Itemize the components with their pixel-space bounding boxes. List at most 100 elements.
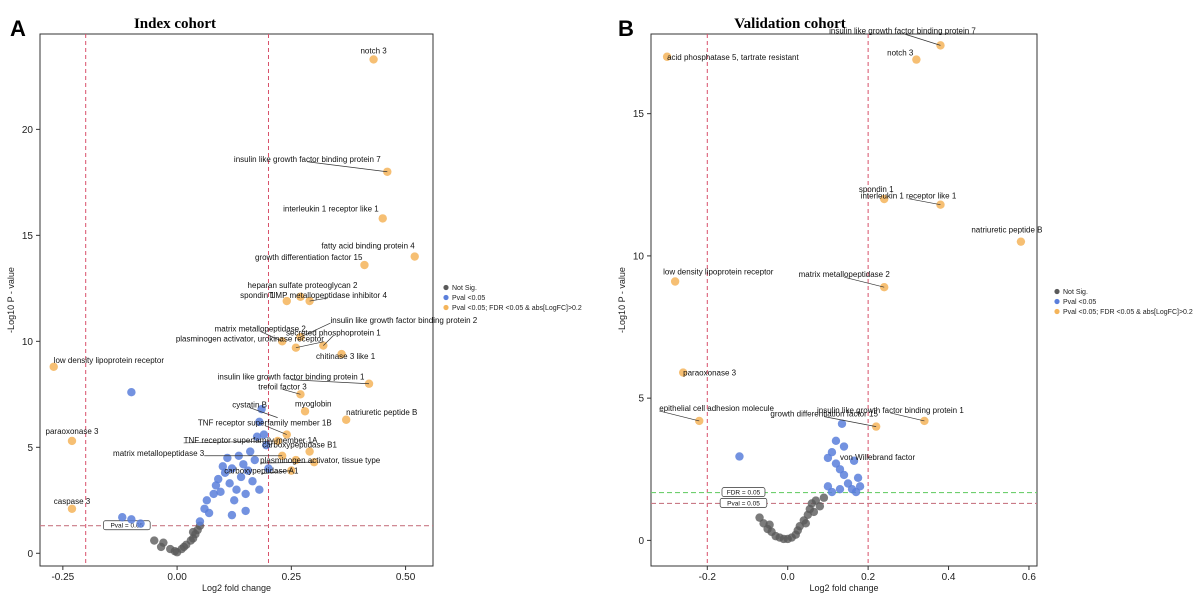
panel-b-point-pval-0-05-fdr-0-05-abs-logfc-0-2 <box>880 194 889 204</box>
panel-b-point-pval-0-05 <box>835 484 845 494</box>
panel-a-y-tick-label: 0 <box>27 549 33 560</box>
panel-b-title: Validation cohort <box>734 16 846 32</box>
panel-a-point-not-sig <box>188 527 198 537</box>
panel-a-annotation-insulin-like-growth-factor-binding-protein-2: insulin like growth factor binding prote… <box>330 316 477 325</box>
panel-a-point-pval-0-05-fdr-0-05-abs-logfc-0-2 <box>360 260 369 270</box>
panel-a-annotation-carboxypeptidase-a1: carboxypeptidase A1 <box>224 467 299 476</box>
panel-b-threshold-label-box <box>721 487 766 497</box>
panel-a-annotation-growth-differentiation-factor-15: growth differentiation factor 15 <box>255 253 363 262</box>
panel-b-annotation-leader <box>844 276 885 288</box>
panel-b-point-pval-0-05 <box>849 456 859 465</box>
panel-b-annotation-spondin-1: spondin 1 <box>859 185 894 194</box>
panel-b-annotation-von-willebrand-factor: von Willebrand factor <box>840 453 915 462</box>
panel-a-x-tick-label: 0.00 <box>167 572 187 583</box>
panel-a-annotation-leader <box>295 341 324 349</box>
panel-a-point-pval-0-05 <box>255 485 264 494</box>
panel-b-y-tick-label: 5 <box>638 394 644 405</box>
panel-b-point-pval-0-05 <box>837 419 847 428</box>
panel-a-point-pval-0-05 <box>252 432 262 441</box>
panel-b-point-pval-0-05 <box>839 470 849 480</box>
panel-b-annotation-leader <box>908 198 941 206</box>
panel-b-annotation-leader <box>890 412 925 422</box>
panel-a-annotation-natriuretic-peptide-b: natriuretic peptide B <box>346 408 417 417</box>
panel-a-point-pval-0-05-fdr-0-05-abs-logfc-0-2 <box>296 292 305 302</box>
panel-a-annotation-caspase-3: caspase 3 <box>54 497 91 506</box>
panel-a-legend-swatch <box>443 304 449 311</box>
panel-a-point-pval-0-05-fdr-0-05-abs-logfc-0-2 <box>49 362 58 371</box>
panel-a-point-pval-0-05 <box>241 489 250 499</box>
panel-b-threshold-label: FDR = 0.05 <box>727 490 761 497</box>
panel-a-point-pval-0-05 <box>118 513 127 522</box>
panel-a-point-pval-0-05 <box>195 517 205 526</box>
panel-a-point-pval-0-05 <box>202 496 211 505</box>
panel-b-point-pval-0-05 <box>839 442 849 451</box>
panel-a-annotation-leader <box>183 440 278 444</box>
panel-b-point-not-sig <box>809 507 819 517</box>
panel-b-annotation-insulin-like-growth-factor-binding-protein-7: insulin like growth factor binding prote… <box>829 26 976 35</box>
panel-a-point-pval-0-05-fdr-0-05-abs-logfc-0-2 <box>67 504 77 513</box>
panel-a-point-pval-0-05 <box>264 464 273 473</box>
panel-a-annotation-interleukin-1-receptor-like-1: interleukin 1 receptor like 1 <box>283 204 379 213</box>
panel-b-x-tick-label: 0.4 <box>942 572 956 583</box>
panel-a-y-tick-label: 5 <box>27 443 33 454</box>
panel-a-point-pval-0-05 <box>227 464 237 473</box>
panel-a-annotation-plasminogen-activator-tissue-type: plasminogen activator, tissue type <box>260 456 381 465</box>
panel-a-point-pval-0-05 <box>214 474 223 484</box>
panel-a-annotation-notch-3: notch 3 <box>360 46 387 55</box>
panel-a-annotation-timp-metallopeptidase-inhibitor-4: TIMP metallopeptidase inhibitor 4 <box>268 291 387 300</box>
panel-b-point-pval-0-05 <box>831 436 841 446</box>
panel-a-annotation-myoglobin: myoglobin <box>295 399 331 408</box>
panel-a-annotation-trefoil-factor-3: trefoil factor 3 <box>258 382 307 391</box>
panel-b-x-tick-label: 0.0 <box>781 572 795 583</box>
panel-b-point-pval-0-05-fdr-0-05-abs-logfc-0-2 <box>912 55 921 64</box>
panel-b-plot-frame <box>650 33 1038 567</box>
panel-a-point-not-sig <box>150 536 159 545</box>
panel-b-annotation-matrix-metallopeptidase-2: matrix metallopeptidase 2 <box>799 270 891 279</box>
panel-b-point-pval-0-05 <box>855 482 865 491</box>
panel-a-letter: A <box>10 16 26 41</box>
panel-b-annotation-low-density-lipoprotein-receptor: low density lipoprotein receptor <box>663 268 774 277</box>
panel-a-x-axis-label: Log2 fold change <box>202 583 271 593</box>
panel-a-point-pval-0-05 <box>248 477 257 486</box>
panel-a-point-pval-0-05 <box>243 466 253 475</box>
panel-a-point-pval-0-05 <box>220 468 230 477</box>
panel-a-annotation-matrix-metallopeptidase-2: matrix metallopeptidase 2 <box>215 324 307 333</box>
panel-a-point-pval-0-05-fdr-0-05-abs-logfc-0-2 <box>337 349 346 359</box>
panel-a-annotation-leader <box>282 388 301 395</box>
panel-a-annotation-matrix-metallopeptidase-3: matrix metallopeptidase 3 <box>113 449 205 458</box>
panel-a-point-pval-0-05 <box>218 462 227 471</box>
panel-a-point-pval-0-05 <box>239 460 248 469</box>
panel-a-y-tick-label: 10 <box>22 337 34 348</box>
panel-b-y-tick-label: 0 <box>638 536 644 547</box>
panel-a-annotation-tnf-receptor-superfamily-member-1b: TNF receptor superfamily member 1B <box>198 419 332 428</box>
panel-a-annotation-cystatin-b: cystatin B <box>232 401 267 410</box>
panel-b-point-pval-0-05 <box>827 487 837 497</box>
panel-b-annotation-interleukin-1-receptor-like-1: interleukin 1 receptor like 1 <box>861 192 957 201</box>
panel-a-point-pval-0-05 <box>136 519 145 528</box>
panel-a-annotation-tnf-receptor-superfamily-member-1a: TNF receptor superfamily member 1A <box>184 436 318 445</box>
panel-b-x-tick-label: 0.6 <box>1022 572 1036 583</box>
panel-a-x-tick-label: 0.25 <box>282 572 302 583</box>
panel-b-letter: B <box>618 16 634 41</box>
panel-b-legend-not-sig: Not Sig. <box>1063 289 1088 296</box>
panel-b-x-axis-label: Log2 fold change <box>809 583 878 593</box>
panel-a-point-pval-0-05 <box>225 479 234 488</box>
panel-a-annotation-carboxypeptidase-b1: carboxypeptidase B1 <box>262 441 337 450</box>
panel-b-y-tick-label: 15 <box>633 109 645 120</box>
panel-a-point-pval-0-05-fdr-0-05-abs-logfc-0-2 <box>369 55 378 64</box>
panel-a-point-pval-0-05 <box>246 447 255 456</box>
panel-b-annotation-leader <box>824 416 877 427</box>
panel-a-annotation-leader <box>260 461 315 464</box>
panel-a-annotation-leader <box>261 470 292 474</box>
panel-a-point-not-sig <box>156 542 166 552</box>
panel-a-point-pval-0-05 <box>209 489 218 499</box>
panel-a-point-pval-0-05 <box>223 453 232 463</box>
panel-a-y-tick-label: 20 <box>22 125 34 136</box>
panel-b-annotation-leader <box>902 33 941 46</box>
panel-b-point-pval-0-05 <box>853 473 863 483</box>
panel-a-annotation-chitinase-3-like-1: chitinase 3 like 1 <box>316 352 376 361</box>
panel-a-legend-swatch <box>443 284 449 291</box>
panel-b-point-pval-0-05-fdr-0-05-abs-logfc-0-2 <box>1016 237 1026 246</box>
panel-a-point-pval-0-05-fdr-0-05-abs-logfc-0-2 <box>410 252 419 261</box>
panel-a-annotation-spondin-1: spondin 1 <box>240 291 275 300</box>
